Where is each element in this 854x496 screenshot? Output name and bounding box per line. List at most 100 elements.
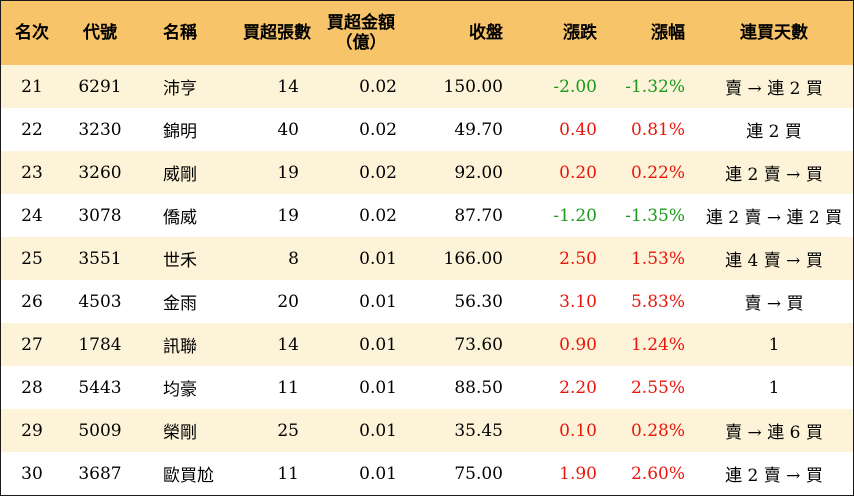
cell-rank: 28 <box>21 377 43 398</box>
cell-code: 3687 <box>78 463 122 484</box>
cell-name: 均豪 <box>163 380 197 400</box>
header-change: 漲跌 <box>563 23 597 43</box>
cell-change-pct: 5.83% <box>630 291 685 312</box>
table-row[interactable]: 30 3687 歐買尬 11 0.01 75.00 1.90 2.60% 連 2 賣 → 買 <box>1 452 853 495</box>
cell-rank: 25 <box>21 248 43 269</box>
cell-change-pct: 1.24% <box>630 334 685 355</box>
cell-change-pct: -1.32% <box>625 76 685 97</box>
cell-change-pct: -1.35% <box>625 205 685 226</box>
cell-consec-days: 連 2 賣 → 買 <box>725 165 823 185</box>
cell-net-buy-lots: 19 <box>277 205 299 226</box>
cell-code: 3078 <box>78 205 122 226</box>
cell-net-buy-amount: 0.01 <box>359 291 397 312</box>
table-row[interactable]: 26 4503 金雨 20 0.01 56.30 3.10 5.83% 賣 → 買 <box>1 280 853 323</box>
cell-net-buy-lots: 11 <box>277 377 299 398</box>
cell-close: 166.00 <box>443 248 503 269</box>
cell-rank: 30 <box>21 463 43 484</box>
header-rank: 名次 <box>15 23 49 43</box>
cell-close: 92.00 <box>454 162 503 183</box>
table-row[interactable]: 29 5009 榮剛 25 0.01 35.45 0.10 0.28% 賣 → 連 6 買 <box>1 409 853 452</box>
cell-code: 3551 <box>78 248 122 269</box>
cell-change: 0.40 <box>559 119 597 140</box>
cell-net-buy-amount: 0.01 <box>359 463 397 484</box>
table-row[interactable]: 24 3078 僑威 19 0.02 87.70 -1.20 -1.35% 連 2 賣 → 連 … <box>1 194 853 237</box>
cell-rank: 26 <box>21 291 43 312</box>
cell-rank: 24 <box>21 205 43 226</box>
cell-consec-days: 連 2 賣 → 連 2 買 <box>705 208 843 228</box>
table-row[interactable]: 28 5443 均豪 11 0.01 88.50 2.20 2.55% 1 <box>1 366 853 409</box>
table-row[interactable]: 21 6291 沛亨 14 0.02 150.00 -2.00 -1.32% 賣 → 連 2 買 <box>1 65 853 108</box>
cell-code: 5443 <box>78 377 122 398</box>
cell-change: 0.90 <box>559 334 597 355</box>
cell-code: 1784 <box>78 334 122 355</box>
table-row[interactable]: 22 3230 錦明 40 0.02 49.70 0.40 0.81% 連 2 買 <box>1 108 853 151</box>
cell-net-buy-amount: 0.02 <box>359 76 397 97</box>
cell-close: 75.00 <box>454 463 503 484</box>
header-name: 名稱 <box>163 23 197 43</box>
cell-change: 1.90 <box>559 463 597 484</box>
cell-close: 56.30 <box>454 291 503 312</box>
header-code: 代號 <box>83 23 117 43</box>
header-change-pct: 漲幅 <box>651 23 685 43</box>
cell-close: 49.70 <box>454 119 503 140</box>
cell-name: 錦明 <box>163 122 197 142</box>
cell-net-buy-lots: 14 <box>277 334 299 355</box>
cell-name: 沛亨 <box>163 79 197 99</box>
cell-rank: 22 <box>21 119 43 140</box>
cell-consec-days: 1 <box>768 377 780 398</box>
cell-close: 87.70 <box>454 205 503 226</box>
table-row[interactable]: 23 3260 威剛 19 0.02 92.00 0.20 0.22% 連 2 賣 → 買 <box>1 151 853 194</box>
cell-name: 榮剛 <box>163 423 197 443</box>
table-header-row: 名次 代號 名稱 買超張數 買超金額 （億） 收盤 漲跌 漲幅 連買天數 <box>1 1 853 65</box>
cell-change-pct: 0.22% <box>630 162 685 183</box>
cell-change-pct: 2.55% <box>630 377 685 398</box>
cell-net-buy-amount: 0.01 <box>359 248 397 269</box>
cell-name: 僑威 <box>163 208 197 228</box>
cell-code: 5009 <box>78 420 122 441</box>
cell-code: 4503 <box>78 291 122 312</box>
cell-code: 3260 <box>78 162 122 183</box>
cell-change-pct: 0.81% <box>630 119 685 140</box>
table-row[interactable]: 27 1784 訊聯 14 0.01 73.60 0.90 1.24% 1 <box>1 323 853 366</box>
header-net-buy-amount-line2: （億） <box>335 33 387 53</box>
cell-consec-days: 賣 → 買 <box>744 294 804 314</box>
cell-name: 歐買尬 <box>163 466 214 486</box>
header-net-buy-amount: 買超金額 （億） <box>321 1 421 65</box>
cell-net-buy-amount: 0.01 <box>359 377 397 398</box>
cell-change: 2.50 <box>559 248 597 269</box>
cell-net-buy-amount: 0.01 <box>359 420 397 441</box>
cell-rank: 29 <box>21 420 43 441</box>
cell-change: -2.00 <box>553 76 597 97</box>
cell-change: 2.20 <box>559 377 597 398</box>
cell-name: 威剛 <box>163 165 197 185</box>
cell-net-buy-lots: 20 <box>277 291 299 312</box>
header-consec-days: 連買天數 <box>740 23 808 43</box>
cell-consec-days: 賣 → 連 2 買 <box>725 79 823 99</box>
cell-net-buy-amount: 0.02 <box>359 119 397 140</box>
cell-change: 3.10 <box>559 291 597 312</box>
cell-code: 6291 <box>78 76 122 97</box>
cell-net-buy-lots: 19 <box>277 162 299 183</box>
cell-net-buy-lots: 11 <box>277 463 299 484</box>
table-row[interactable]: 25 3551 世禾 8 0.01 166.00 2.50 1.53% 連 4 賣 → 買 <box>1 237 853 280</box>
cell-close: 35.45 <box>454 420 503 441</box>
cell-net-buy-lots: 8 <box>288 248 299 269</box>
cell-rank: 23 <box>21 162 43 183</box>
cell-change-pct: 1.53% <box>630 248 685 269</box>
cell-change-pct: 0.28% <box>630 420 685 441</box>
cell-rank: 27 <box>21 334 43 355</box>
cell-rank: 21 <box>21 76 43 97</box>
cell-change: 0.20 <box>559 162 597 183</box>
cell-name: 世禾 <box>163 251 197 271</box>
header-net-buy-amount-line1: 買超金額 <box>327 13 395 33</box>
header-net-buy-lots: 買超張數 <box>243 23 311 43</box>
cell-consec-days: 1 <box>768 334 780 355</box>
cell-name: 訊聯 <box>163 337 197 357</box>
cell-net-buy-amount: 0.02 <box>359 162 397 183</box>
cell-code: 3230 <box>78 119 122 140</box>
cell-close: 73.60 <box>454 334 503 355</box>
cell-change: -1.20 <box>553 205 597 226</box>
cell-consec-days: 連 4 賣 → 買 <box>725 251 823 271</box>
